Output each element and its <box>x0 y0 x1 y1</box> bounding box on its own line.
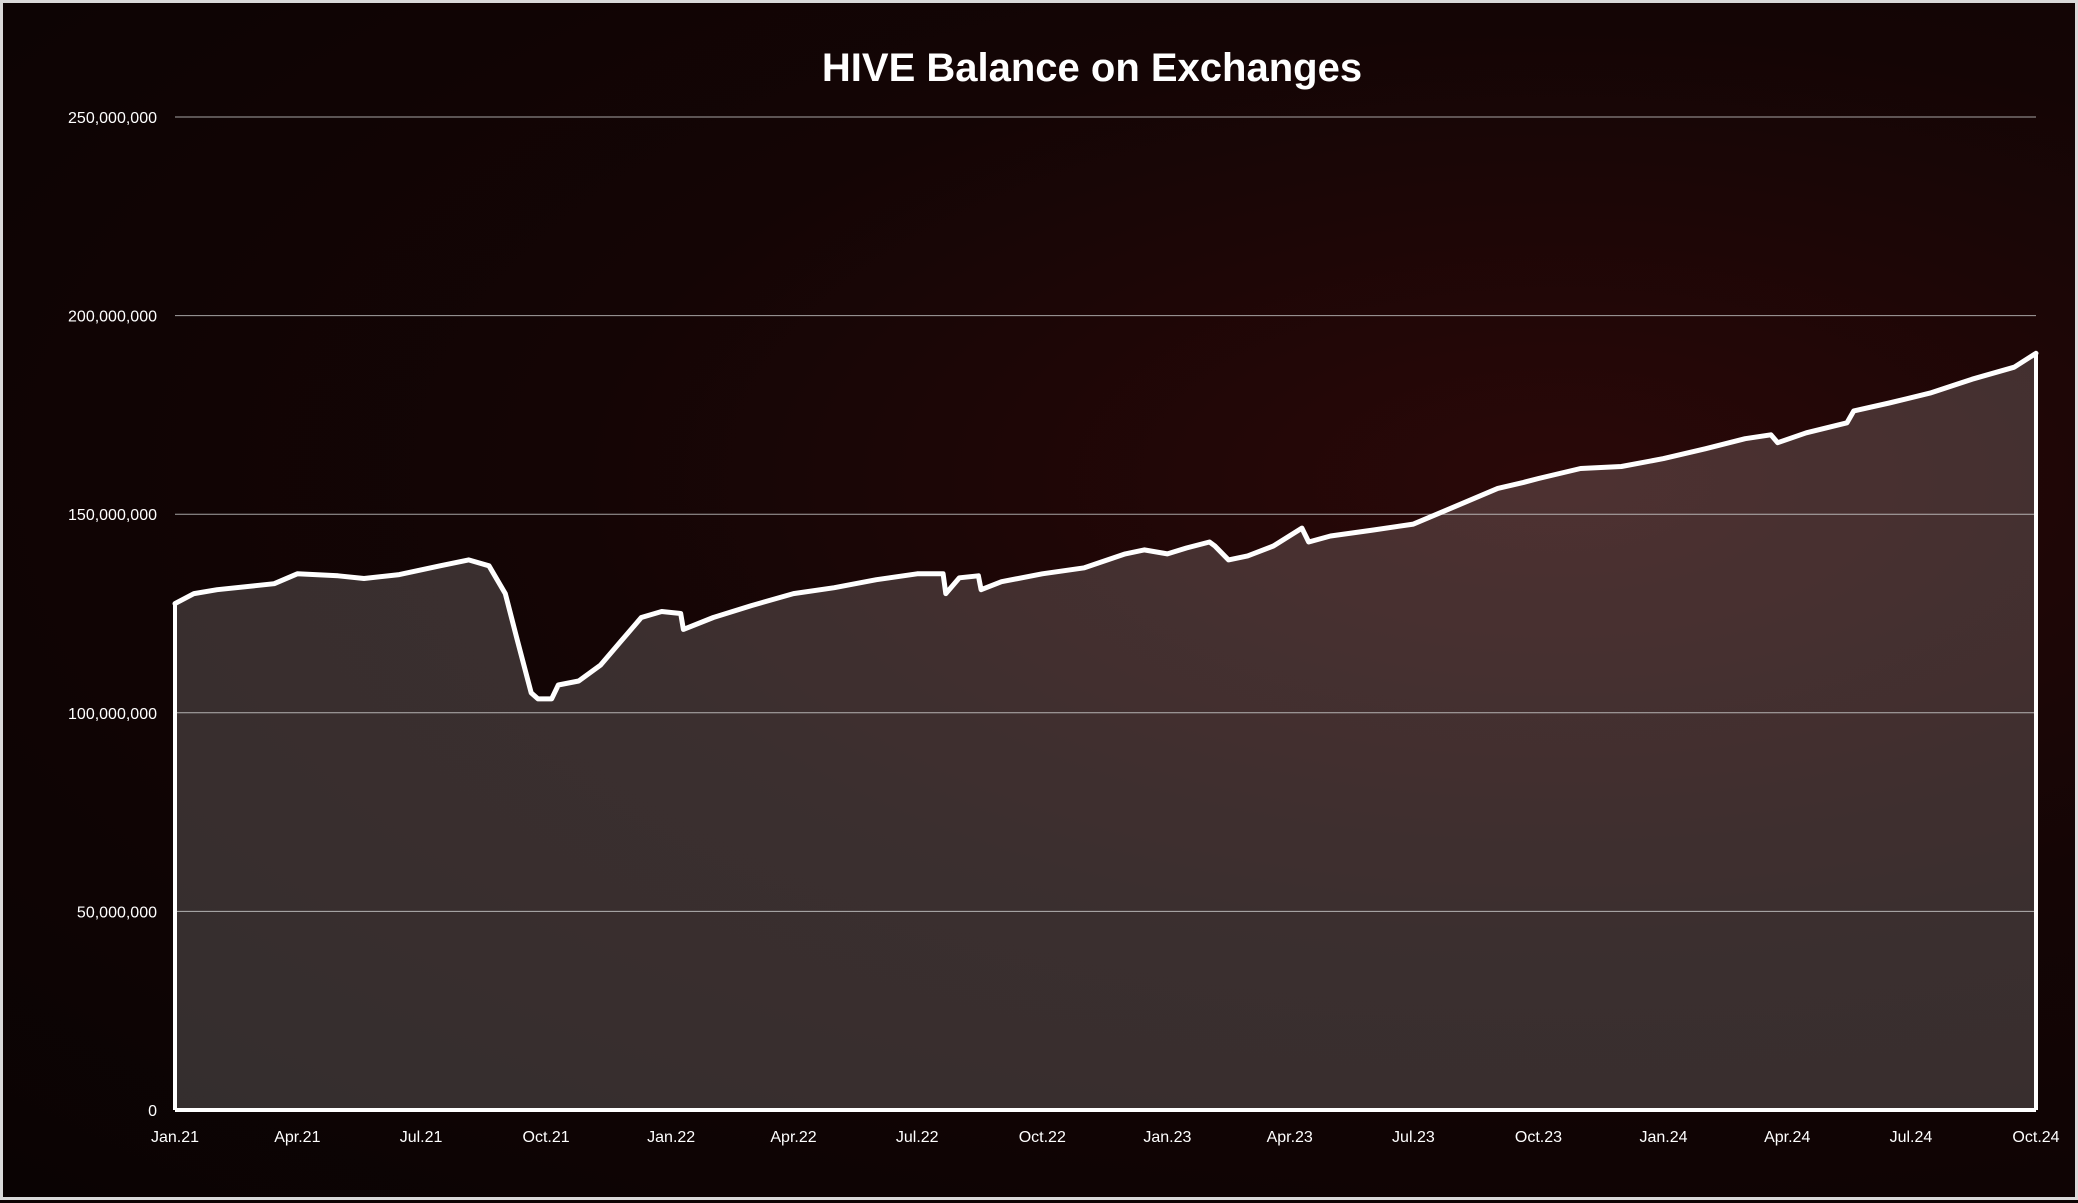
x-tick-label: Jul.23 <box>1392 1129 1435 1146</box>
x-tick-label: Jul.22 <box>896 1129 939 1146</box>
x-tick-label: Oct.21 <box>523 1129 570 1146</box>
x-tick-label: Apr.22 <box>770 1129 816 1146</box>
gridlines <box>175 116 2036 912</box>
x-tick-label: Apr.21 <box>274 1129 320 1146</box>
x-tick-label: Jan.24 <box>1640 1129 1688 1146</box>
series-line <box>172 350 2039 702</box>
y-tick-label: 0 <box>148 1103 157 1120</box>
y-tick-label: 200,000,000 <box>68 309 157 326</box>
x-tick-label: Oct.24 <box>2012 1129 2059 1146</box>
y-tick-label: 100,000,000 <box>68 706 157 723</box>
plot-area <box>172 350 2039 1110</box>
x-tick-label: Jul.21 <box>400 1129 443 1146</box>
y-tick-label: 50,000,000 <box>77 904 157 921</box>
chart-canvas: HIVE Balance on Exchanges 0 50,000,000 100… <box>68 46 2060 1146</box>
x-tick-label: Jan.23 <box>1143 1129 1191 1146</box>
x-tick-label: Jan.21 <box>151 1129 199 1146</box>
x-tick-label: Jul.24 <box>1890 1129 1933 1146</box>
series-area-fill <box>175 353 2036 1110</box>
chart-title: HIVE Balance on Exchanges <box>822 46 1362 90</box>
x-axis-tick-labels: Jan.21 Apr.21 Jul.21 Oct.21 Jan.22 Apr.22 Jul.… <box>151 1129 2060 1146</box>
y-tick-label: 250,000,000 <box>68 110 157 127</box>
axes <box>173 353 2038 1112</box>
y-axis-tick-labels: 0 50,000,000 100,000,000 150,000,000 200,000… <box>68 110 157 1120</box>
y-tick-label: 150,000,000 <box>68 507 157 524</box>
x-tick-label: Apr.24 <box>1764 1129 1810 1146</box>
x-tick-label: Oct.23 <box>1515 1129 1562 1146</box>
x-tick-label: Apr.23 <box>1267 1129 1313 1146</box>
x-tick-label: Oct.22 <box>1019 1129 1066 1146</box>
x-tick-label: Jan.22 <box>647 1129 695 1146</box>
